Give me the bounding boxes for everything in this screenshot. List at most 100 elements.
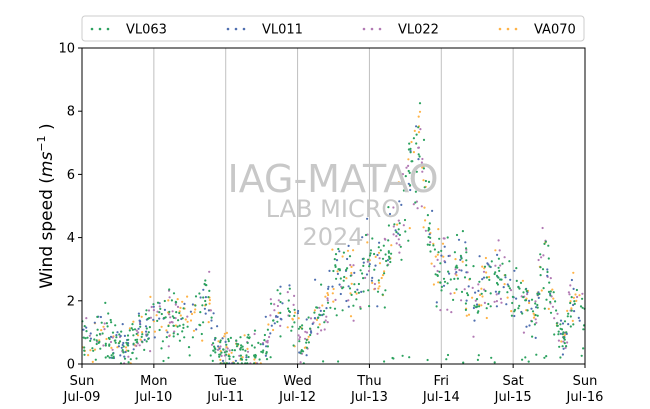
data-point-VA070	[377, 287, 380, 290]
data-point-VL063	[530, 320, 534, 323]
data-point-VL022	[150, 305, 153, 309]
data-point-VL063	[279, 335, 282, 338]
data-point-VA070	[327, 293, 330, 297]
data-point-VL063	[539, 253, 542, 256]
data-point-VL063	[86, 336, 89, 339]
data-point-VL011	[319, 309, 322, 312]
data-point-VL063	[565, 345, 568, 348]
data-point-VL063	[480, 292, 483, 295]
data-point-VL011	[362, 261, 365, 264]
data-point-VA070	[355, 292, 358, 295]
data-point-VL011	[144, 325, 148, 328]
data-point-VA070	[331, 292, 334, 295]
data-point-VL022	[454, 268, 457, 271]
data-point-VA070	[332, 300, 335, 303]
data-point-VL011	[204, 312, 207, 315]
data-point-VL063	[534, 302, 537, 305]
data-point-VL022	[397, 219, 400, 222]
data-point-VL063	[549, 294, 552, 297]
data-point-VL063	[506, 291, 509, 294]
data-point-VL063	[349, 274, 352, 277]
data-point-VL022	[474, 299, 477, 302]
data-point-VL063	[247, 333, 250, 336]
data-point-VL063	[465, 259, 468, 262]
data-point-VL063	[400, 258, 403, 261]
data-point-VL063	[109, 318, 112, 322]
data-point-VL063	[227, 338, 230, 341]
data-point-VL011	[311, 322, 314, 325]
data-point-VL063	[239, 354, 242, 357]
data-point-VL063	[539, 266, 542, 269]
data-point-VL063	[265, 358, 269, 361]
data-point-VL063	[464, 302, 467, 305]
data-point-VL063	[127, 338, 130, 341]
data-point-VL063	[494, 271, 497, 274]
data-point-VL011	[573, 310, 576, 313]
legend-marker	[226, 27, 230, 31]
data-point-VL011	[224, 340, 227, 343]
legend-marker	[106, 27, 110, 31]
data-point-VL022	[186, 315, 189, 318]
data-point-VL011	[494, 290, 497, 293]
data-point-VL063	[517, 286, 520, 289]
data-point-VL022	[156, 310, 159, 313]
data-point-VL011	[270, 324, 273, 327]
data-point-VL063	[101, 332, 104, 335]
data-point-VA070	[307, 335, 310, 338]
data-point-VL063	[233, 349, 236, 352]
data-point-VA070	[291, 317, 294, 320]
data-point-VA070	[422, 226, 425, 229]
data-point-VL063	[543, 356, 546, 359]
data-point-VL063	[246, 341, 249, 344]
data-point-VL022	[326, 297, 329, 300]
data-point-VL063	[322, 360, 325, 363]
data-point-VL063	[485, 307, 488, 310]
data-point-VL063	[368, 305, 371, 308]
data-point-VL063	[97, 341, 100, 344]
data-point-VL011	[397, 232, 400, 235]
y-axis-label-main: Wind speed (	[37, 177, 57, 289]
data-point-VL063	[239, 336, 242, 339]
data-point-VA070	[408, 227, 411, 230]
data-point-VL063	[335, 277, 338, 280]
data-point-VL011	[119, 334, 122, 338]
data-point-VL011	[202, 288, 205, 291]
data-point-VL063	[227, 354, 230, 358]
data-point-VL063	[250, 344, 254, 347]
data-point-VL063	[121, 349, 124, 352]
data-point-VL011	[577, 316, 580, 319]
data-point-VL022	[324, 319, 327, 322]
data-point-VA070	[481, 265, 484, 268]
data-point-VL022	[304, 337, 307, 340]
data-point-VA070	[208, 302, 211, 305]
data-point-VL011	[460, 269, 463, 272]
data-point-VL011	[365, 273, 369, 276]
data-point-VA070	[153, 330, 156, 333]
data-point-VL063	[521, 358, 524, 361]
data-point-VL011	[353, 271, 356, 274]
data-point-VL063	[120, 330, 123, 333]
data-point-VL011	[442, 284, 446, 287]
data-point-VL011	[444, 261, 447, 264]
data-point-VL063	[460, 290, 464, 293]
data-point-VL011	[280, 318, 283, 321]
data-point-VL063	[313, 311, 316, 314]
data-point-VL063	[214, 348, 217, 351]
data-point-VL063	[554, 300, 557, 303]
data-point-VL011	[262, 343, 265, 346]
data-point-VL063	[461, 230, 464, 233]
data-point-VL063	[247, 355, 250, 359]
data-point-VL063	[546, 270, 549, 274]
data-point-VA070	[136, 334, 140, 337]
data-point-VL063	[219, 353, 222, 356]
data-point-VL063	[198, 292, 201, 295]
data-point-VA070	[572, 271, 575, 274]
data-point-VL022	[168, 296, 171, 299]
data-point-VL063	[453, 277, 456, 280]
data-point-VL011	[502, 286, 505, 289]
data-point-VL063	[387, 251, 390, 254]
data-point-VA070	[326, 292, 329, 295]
data-point-VL063	[300, 350, 303, 353]
data-point-VL063	[135, 332, 138, 335]
data-point-VL022	[439, 309, 442, 312]
